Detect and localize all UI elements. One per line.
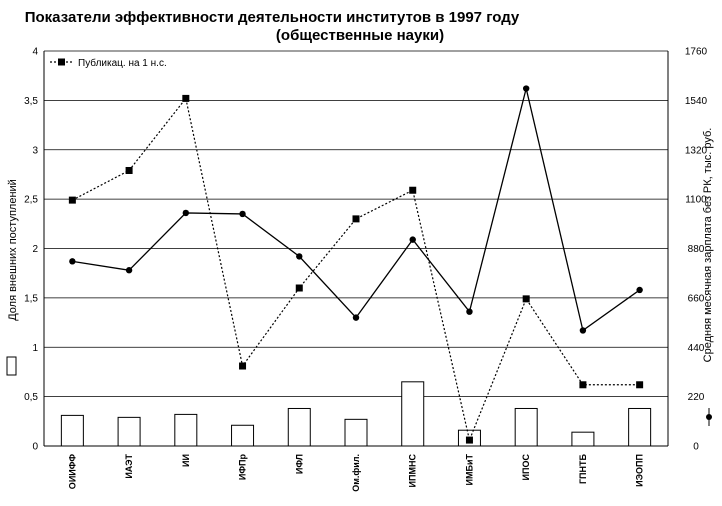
category-label: Ом.фил. [351,454,361,492]
bar [60,414,84,447]
dashed-line-point [636,381,644,389]
solid-line-point [125,267,133,274]
dashed-line-point [352,215,360,223]
right-tick-label: 660 [688,293,705,304]
left-tick-label: 3 [32,145,38,156]
solid-line-point [69,258,76,265]
category-label: ИМБиТ [464,454,474,486]
dashed-line-point [182,94,190,102]
right-tick-label: 1100 [685,195,707,206]
category-label: ИФПр [238,454,248,481]
solid-line-point [466,308,473,315]
bar-series [60,381,652,447]
solid-line-series [69,85,643,334]
bar [287,407,311,447]
dashed-line-point [295,284,303,292]
left-tick-label: 1 [32,343,38,354]
left-axis-label: Доля внешних поступлений [7,179,19,321]
left-tick-label: 1,5 [24,293,38,304]
solid-line-point [522,85,530,92]
bar [571,431,595,447]
dashed-line-point [125,166,133,174]
left-tick-label: 0,5 [24,392,38,403]
dashed-line-series [68,94,644,444]
category-label: ИПМНС [408,454,418,488]
gridlines [44,50,668,398]
chart-title: Показатели эффективности деятельности ин… [25,9,520,26]
right-tick-label: 220 [688,392,705,403]
left-tick-label: 2,5 [24,195,38,206]
category-label: ИАЭТ [124,454,134,479]
left-tick-label: 4 [32,47,38,58]
right-tick-labels: 0 220 440 660 880 1100 1320 1540 1760 [685,47,708,453]
category-label: ИФЛ [294,454,304,474]
legend-label: Публикац. на 1 н.с. [78,57,167,69]
category-labels: ОИИФФ ИАЭТ ИИ ИФПр ИФЛ Ом.фил. ИПМНС ИМБиТ ИПОС Г… [67,453,644,491]
bar [344,418,368,447]
right-axis-label: Средняя месячная зарплата без РК, тыс. р… [702,128,714,363]
category-label: ИИ [181,454,191,467]
right-tick-label: 1760 [685,47,708,58]
solid-line [72,88,641,332]
right-tick-label: 1540 [685,96,708,107]
solid-line-point [579,327,587,334]
bar [231,424,255,447]
legend-square-marker [58,58,65,66]
left-tick-label: 2 [32,244,38,255]
solid-line-point [296,253,303,260]
left-tick-labels: 0 0,5 1 1,5 2 2,5 3 3,5 4 [24,47,38,453]
dashed-line-point [68,196,76,204]
dashed-line-point [522,295,530,303]
left-tick-label: 0 [32,442,38,453]
bar [401,381,425,447]
right-tick-label: 0 [693,442,699,453]
dashed-line [72,97,640,443]
category-label: ИПОС [521,453,531,480]
solid-legend-swatch-marker [706,414,712,420]
solid-line-point [409,236,416,243]
axes [43,51,669,447]
legend: Публикац. на 1 н.с. [50,57,167,69]
bar [628,407,652,447]
dashed-line-point [465,436,473,444]
bar [174,413,198,447]
solid-line-point [239,210,246,218]
bar-legend-swatch [6,356,17,376]
solid-line-point [352,314,360,321]
bar [514,407,538,447]
right-tick-label: 1320 [685,145,708,156]
dashed-line-point [579,381,587,389]
right-tick-label: 880 [688,244,705,255]
bar [117,416,141,447]
right-tick-label: 440 [688,343,705,354]
left-tick-label: 3,5 [24,96,38,107]
solid-line-point [636,286,643,294]
solid-line-point [182,209,190,217]
category-label: ИЭОПП [635,454,645,487]
chart-subtitle: (общественные науки) [276,27,444,44]
category-label: ГПНТБ [578,453,588,484]
dashed-line-point [239,362,247,370]
category-label: ОИИФФ [67,454,77,490]
dashed-line-point [409,186,417,194]
